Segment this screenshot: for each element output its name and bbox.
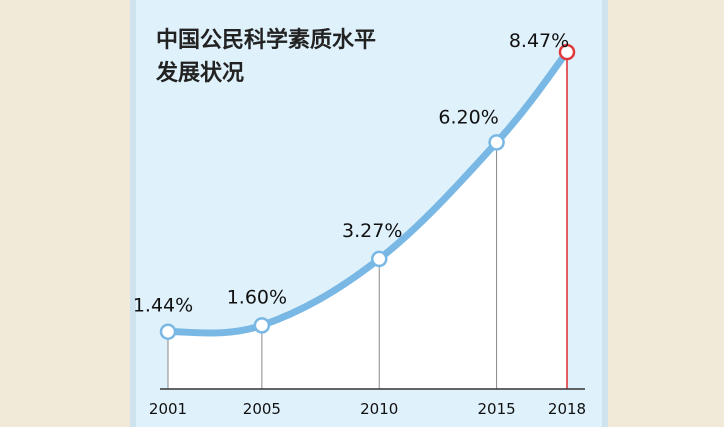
data-point-2010 xyxy=(370,250,388,268)
value-label-2018: 8.47% xyxy=(509,30,569,52)
panel-right-edge xyxy=(602,0,608,427)
area-fill xyxy=(168,52,567,389)
x-tick-label-2015: 2015 xyxy=(477,400,515,418)
data-point-2018 xyxy=(558,43,576,61)
value-label-2001: 1.44% xyxy=(133,295,193,317)
value-label-2010: 3.27% xyxy=(342,220,402,242)
x-tick-label-2005: 2005 xyxy=(243,400,281,418)
data-point-2015 xyxy=(488,134,505,151)
data-point-2001 xyxy=(159,323,177,340)
x-tick-label-2010: 2010 xyxy=(360,400,398,418)
chart-title-line-1: 中国公民科学素质水平 xyxy=(156,27,376,53)
data-point-2005 xyxy=(253,317,271,334)
chart-title-line-2: 发展状况 xyxy=(155,60,244,86)
x-tick-label-2001: 2001 xyxy=(149,400,187,418)
value-label-2005: 1.60% xyxy=(227,286,287,308)
panel-left-edge xyxy=(130,0,136,427)
x-tick-label-2018: 2018 xyxy=(548,400,586,418)
value-label-2015: 6.20% xyxy=(438,106,498,128)
